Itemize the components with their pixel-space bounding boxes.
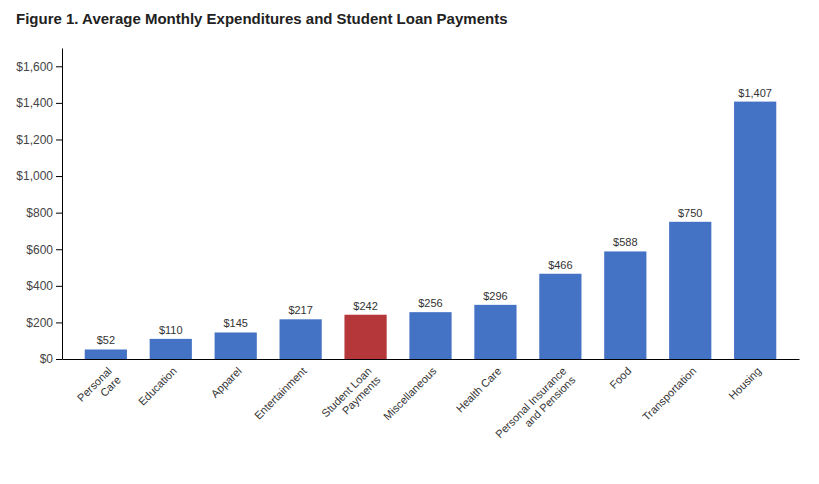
y-tick: $1,600: [16, 60, 62, 74]
y-tick: $800: [26, 206, 62, 220]
bar: [344, 315, 386, 359]
y-tick-label: $0: [40, 352, 54, 366]
x-tick-label: PersonalCare: [75, 365, 123, 413]
x-tick: Entertainment: [252, 365, 309, 422]
x-tick-label-line: Housing: [726, 365, 763, 402]
data-label: $466: [548, 259, 572, 271]
x-tick-label: Entertainment: [252, 365, 309, 422]
bars: [85, 102, 777, 359]
x-tick: Education: [136, 365, 179, 408]
x-tick: Apparel: [209, 365, 244, 400]
y-tick-mark: [56, 66, 62, 67]
x-tick-label: Housing: [726, 365, 763, 402]
y-tick-mark: [56, 139, 62, 140]
data-label: $588: [613, 236, 637, 248]
title: Figure 1. Average Monthly Expenditures a…: [16, 10, 507, 27]
y-tick: $400: [26, 279, 62, 293]
data-label: $52: [97, 334, 115, 346]
y-axis: $0 $200 $400 $600 $800 $1,000 $1,200 $1,400 $1,6…: [16, 49, 62, 367]
y-tick-mark: [56, 249, 62, 250]
data-label: $110: [159, 324, 183, 336]
bar: [215, 332, 257, 359]
x-tick-label: Student LoanPayments: [319, 364, 383, 428]
y-tick: $0: [40, 352, 62, 366]
y-axis-line: [62, 49, 63, 360]
data-label: $145: [223, 317, 247, 329]
x-tick-label-line: and Pensions: [522, 373, 578, 429]
x-tick-label-line: Education: [136, 365, 179, 408]
y-tick: $600: [26, 243, 62, 257]
data-label: $750: [678, 207, 702, 219]
y-tick-mark: [56, 322, 62, 323]
y-tick-label: $1,200: [16, 133, 53, 147]
bar: [85, 349, 127, 359]
x-tick: Health Care: [454, 365, 504, 415]
x-tick-label: Education: [136, 365, 179, 408]
bar: [539, 274, 581, 359]
x-axis-line: [63, 359, 800, 360]
y-tick-mark: [56, 359, 62, 360]
y-tick-label: $600: [26, 243, 53, 257]
x-tick-label-line: Personal Insurance: [493, 365, 569, 441]
data-labels: $52 $110 $145 $217 $242 $256 $296 $466 $588 $750 $…: [97, 87, 772, 347]
y-tick: $1,200: [16, 133, 62, 147]
x-tick-label-line: Care: [98, 374, 123, 399]
y-tick-mark: [56, 176, 62, 177]
x-tick-label-line: Payments: [340, 373, 383, 416]
x-tick-label-line: Transportation: [640, 365, 698, 423]
x-tick: Transportation: [640, 365, 698, 423]
x-tick: Housing: [726, 365, 763, 402]
y-tick-mark: [56, 213, 62, 214]
x-tick-label: Health Care: [454, 365, 504, 415]
y-tick: $1,400: [16, 96, 62, 110]
x-tick-label: Miscellaneous: [381, 364, 439, 422]
y-tick-label: $1,000: [16, 169, 53, 183]
data-label: $1,407: [738, 87, 772, 99]
bar: [280, 319, 322, 359]
y-tick-label: $400: [26, 279, 53, 293]
x-axis: PersonalCare Education ApparelEntertainmen…: [63, 360, 800, 450]
y-tick-mark: [56, 286, 62, 287]
x-tick: Student LoanPayments: [319, 364, 383, 428]
x-tick: Miscellaneous: [381, 364, 439, 422]
x-tick-label: Food: [607, 365, 633, 391]
data-label: $217: [288, 304, 312, 316]
bar: [734, 102, 776, 359]
bar: [604, 251, 646, 359]
x-tick-label-line: Miscellaneous: [381, 364, 439, 422]
x-tick: PersonalCare: [75, 365, 123, 413]
x-tick-label-line: Health Care: [454, 365, 504, 415]
plot: $0 $200 $400 $600 $800 $1,000 $1,200 $1,400 $1,6…: [16, 49, 799, 450]
y-tick-label: $1,400: [16, 96, 53, 110]
x-tick-label: Personal Insuranceand Pensions: [493, 364, 578, 449]
x-tick-label-line: Apparel: [209, 365, 244, 400]
y-tick-label: $800: [26, 206, 53, 220]
bar: [474, 305, 516, 359]
x-tick-label: Transportation: [640, 365, 698, 423]
bar: [669, 222, 711, 359]
y-tick: $200: [26, 316, 62, 330]
y-tick: $1,000: [16, 169, 62, 183]
data-label: $296: [483, 290, 507, 302]
y-tick-label: $1,600: [16, 60, 53, 74]
bar: [150, 339, 192, 359]
x-tick-label-line: Entertainment: [252, 365, 309, 422]
bar: [409, 312, 451, 359]
x-tick: Personal Insuranceand Pensions: [493, 364, 578, 449]
y-tick-label: $200: [26, 316, 53, 330]
chart: Figure 1. Average Monthly Expenditures a…: [0, 0, 819, 484]
x-tick-label-line: Food: [607, 365, 633, 391]
x-tick: Food: [607, 365, 633, 391]
data-label: $256: [418, 297, 442, 309]
x-tick-label: Apparel: [209, 365, 244, 400]
data-label: $242: [353, 300, 377, 312]
y-tick-mark: [56, 103, 62, 104]
